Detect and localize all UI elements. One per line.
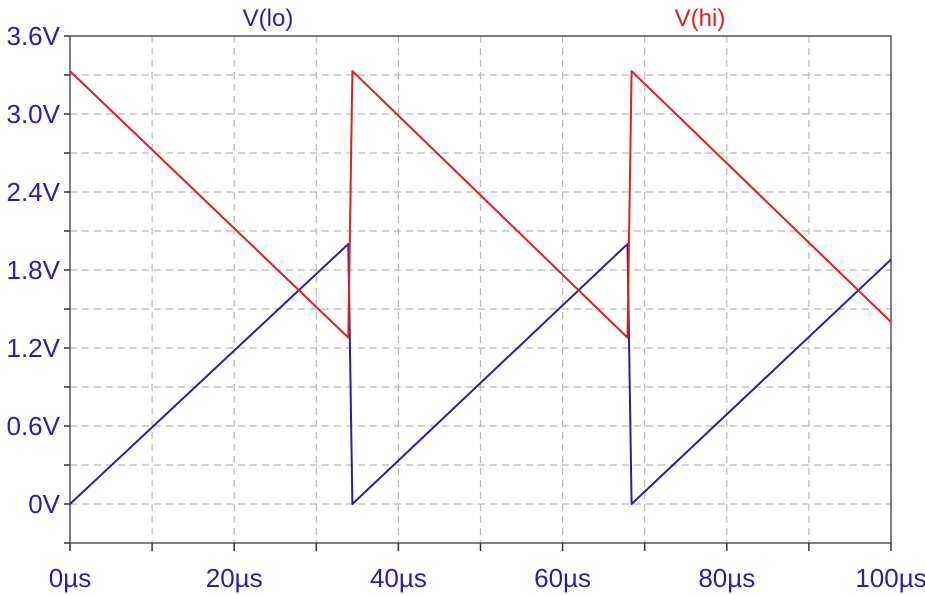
legend: V(lo) V(hi) (243, 5, 726, 32)
y-tick-label: 0V (28, 489, 60, 519)
axis-labels: 0µs 20µs 40µs 60µs 80µs 100µs 0V 0.6V 1.2V 1.8V 2.… (7, 21, 925, 593)
axis-ticks (64, 35, 892, 551)
y-tick-label: 3.6V (7, 21, 61, 51)
y-tick-label: 2.4V (7, 177, 61, 207)
x-tick-label: 0µs (49, 563, 91, 593)
x-tick-label: 60µs (534, 563, 591, 593)
y-tick-label: 1.2V (7, 333, 61, 363)
x-tick-label: 20µs (206, 563, 263, 593)
y-tick-label: 3.0V (7, 99, 61, 129)
y-tick-label: 1.8V (7, 255, 61, 285)
x-tick-label: 80µs (698, 563, 755, 593)
series-line-lo (69, 243, 892, 505)
x-tick-label: 100µs (855, 563, 925, 593)
legend-entry: V(hi) (675, 5, 726, 32)
x-tick-label: 40µs (370, 563, 427, 593)
legend-entry: V(lo) (243, 5, 294, 32)
series (69, 70, 892, 505)
grid (70, 36, 891, 543)
series-line-hi (69, 70, 892, 339)
y-tick-label: 0.6V (7, 411, 61, 441)
